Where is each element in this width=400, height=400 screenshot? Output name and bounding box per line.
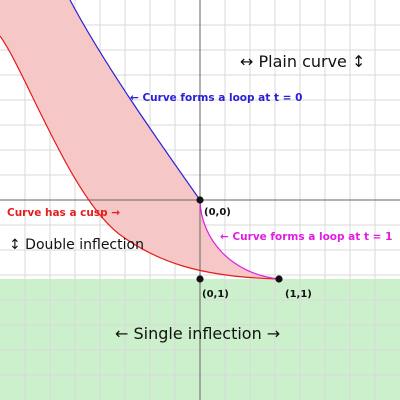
point-label-1-1: (1,1) bbox=[285, 289, 312, 300]
point-1-1-marker bbox=[275, 275, 283, 283]
double-inflection-region bbox=[0, 0, 279, 279]
loop-at-t1-curve bbox=[199, 199, 280, 280]
loop-at-t0-curve bbox=[69, 0, 201, 201]
point-0-1-marker bbox=[196, 275, 204, 283]
single-inflection-label: ← Single inflection → bbox=[115, 324, 280, 343]
cusp-label: Curve has a cusp → bbox=[7, 207, 120, 219]
plain-curve-label: ↔ Plain curve ↕ bbox=[240, 52, 365, 71]
point-origin-marker bbox=[196, 196, 204, 204]
point-label-origin: (0,0) bbox=[204, 207, 231, 218]
loop-at-t0-label: ← Curve forms a loop at t = 0 bbox=[130, 92, 302, 104]
cusp-curve bbox=[0, 35, 280, 280]
point-label-0-1: (0,1) bbox=[202, 289, 229, 300]
double-inflection-label: ↕ Double inflection bbox=[9, 237, 144, 253]
loop-at-t1-label: ← Curve forms a loop at t = 1 bbox=[220, 231, 392, 243]
